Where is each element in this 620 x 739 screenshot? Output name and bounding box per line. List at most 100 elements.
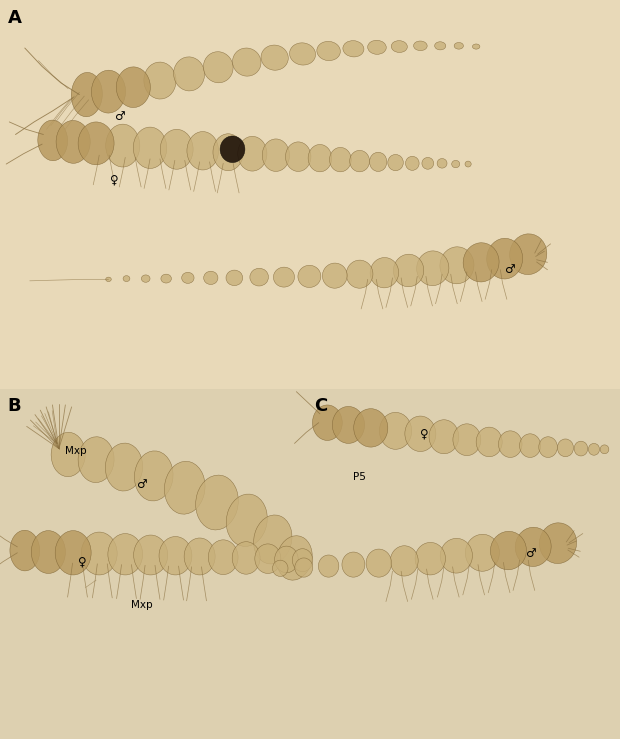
Ellipse shape <box>539 437 557 457</box>
Text: C: C <box>314 397 327 415</box>
Ellipse shape <box>370 152 387 171</box>
Ellipse shape <box>366 549 391 577</box>
Ellipse shape <box>141 275 150 282</box>
Ellipse shape <box>312 405 342 440</box>
Ellipse shape <box>208 539 238 575</box>
Ellipse shape <box>232 48 261 76</box>
Ellipse shape <box>71 72 102 117</box>
Ellipse shape <box>370 257 399 288</box>
Ellipse shape <box>332 406 365 443</box>
Text: ♂: ♂ <box>136 478 146 491</box>
Ellipse shape <box>56 120 91 163</box>
Ellipse shape <box>295 558 313 577</box>
Bar <box>0 389 305 739</box>
Text: ♂: ♂ <box>114 109 124 123</box>
Text: ♂: ♂ <box>526 547 536 560</box>
Bar <box>0 0 620 389</box>
Ellipse shape <box>262 139 290 171</box>
Ellipse shape <box>539 522 577 564</box>
Ellipse shape <box>350 150 370 171</box>
Ellipse shape <box>254 515 292 564</box>
Ellipse shape <box>322 263 347 288</box>
Ellipse shape <box>133 127 167 168</box>
Ellipse shape <box>422 157 433 169</box>
Ellipse shape <box>414 41 427 51</box>
Text: ♀: ♀ <box>110 173 119 186</box>
Ellipse shape <box>319 555 339 577</box>
Ellipse shape <box>213 134 244 171</box>
Text: A: A <box>7 9 21 27</box>
Ellipse shape <box>347 260 373 288</box>
Ellipse shape <box>105 443 143 491</box>
Ellipse shape <box>203 52 233 83</box>
Ellipse shape <box>405 156 419 171</box>
Ellipse shape <box>588 443 600 455</box>
Ellipse shape <box>451 160 459 168</box>
Ellipse shape <box>116 67 151 108</box>
Ellipse shape <box>38 120 68 160</box>
Ellipse shape <box>78 122 114 165</box>
Ellipse shape <box>78 437 114 483</box>
Ellipse shape <box>133 535 167 575</box>
Ellipse shape <box>498 431 522 457</box>
Ellipse shape <box>277 536 312 580</box>
Ellipse shape <box>515 527 551 567</box>
Ellipse shape <box>123 276 130 282</box>
Ellipse shape <box>343 41 364 57</box>
Ellipse shape <box>317 41 340 61</box>
Ellipse shape <box>10 531 40 571</box>
Text: Mxp: Mxp <box>131 599 152 610</box>
Ellipse shape <box>261 45 288 70</box>
Ellipse shape <box>164 461 205 514</box>
Ellipse shape <box>51 432 86 477</box>
Ellipse shape <box>440 247 474 284</box>
Ellipse shape <box>476 427 502 457</box>
Ellipse shape <box>160 129 193 169</box>
Ellipse shape <box>55 531 91 575</box>
Ellipse shape <box>600 445 609 454</box>
Ellipse shape <box>31 531 66 573</box>
Ellipse shape <box>273 267 294 287</box>
Ellipse shape <box>286 142 311 171</box>
Ellipse shape <box>466 534 499 571</box>
Ellipse shape <box>454 42 463 50</box>
Ellipse shape <box>298 265 321 287</box>
Ellipse shape <box>463 242 499 282</box>
Ellipse shape <box>391 41 407 52</box>
Ellipse shape <box>196 475 238 530</box>
Text: P5: P5 <box>353 472 366 483</box>
Ellipse shape <box>379 412 412 449</box>
Text: ♂: ♂ <box>505 262 515 276</box>
Ellipse shape <box>81 532 117 575</box>
Ellipse shape <box>574 441 588 456</box>
Ellipse shape <box>354 409 388 447</box>
Ellipse shape <box>405 416 436 452</box>
Ellipse shape <box>184 538 215 575</box>
Ellipse shape <box>108 534 143 575</box>
Ellipse shape <box>453 423 480 456</box>
Ellipse shape <box>368 40 386 55</box>
Ellipse shape <box>135 451 173 501</box>
Ellipse shape <box>437 158 447 168</box>
Ellipse shape <box>237 136 267 171</box>
Ellipse shape <box>435 41 446 50</box>
Ellipse shape <box>91 70 126 113</box>
Ellipse shape <box>203 271 218 285</box>
Ellipse shape <box>308 144 332 171</box>
Text: Mxp: Mxp <box>65 446 86 456</box>
Ellipse shape <box>174 57 205 91</box>
Ellipse shape <box>472 44 480 49</box>
Ellipse shape <box>232 542 260 574</box>
Ellipse shape <box>415 542 445 575</box>
Ellipse shape <box>250 268 268 286</box>
Ellipse shape <box>255 544 281 573</box>
Ellipse shape <box>290 43 316 65</box>
Ellipse shape <box>226 270 243 285</box>
Ellipse shape <box>487 238 523 279</box>
Ellipse shape <box>417 251 449 286</box>
Ellipse shape <box>342 552 365 577</box>
Ellipse shape <box>510 234 547 275</box>
Text: B: B <box>7 397 21 415</box>
Ellipse shape <box>182 272 194 283</box>
Ellipse shape <box>440 538 472 573</box>
